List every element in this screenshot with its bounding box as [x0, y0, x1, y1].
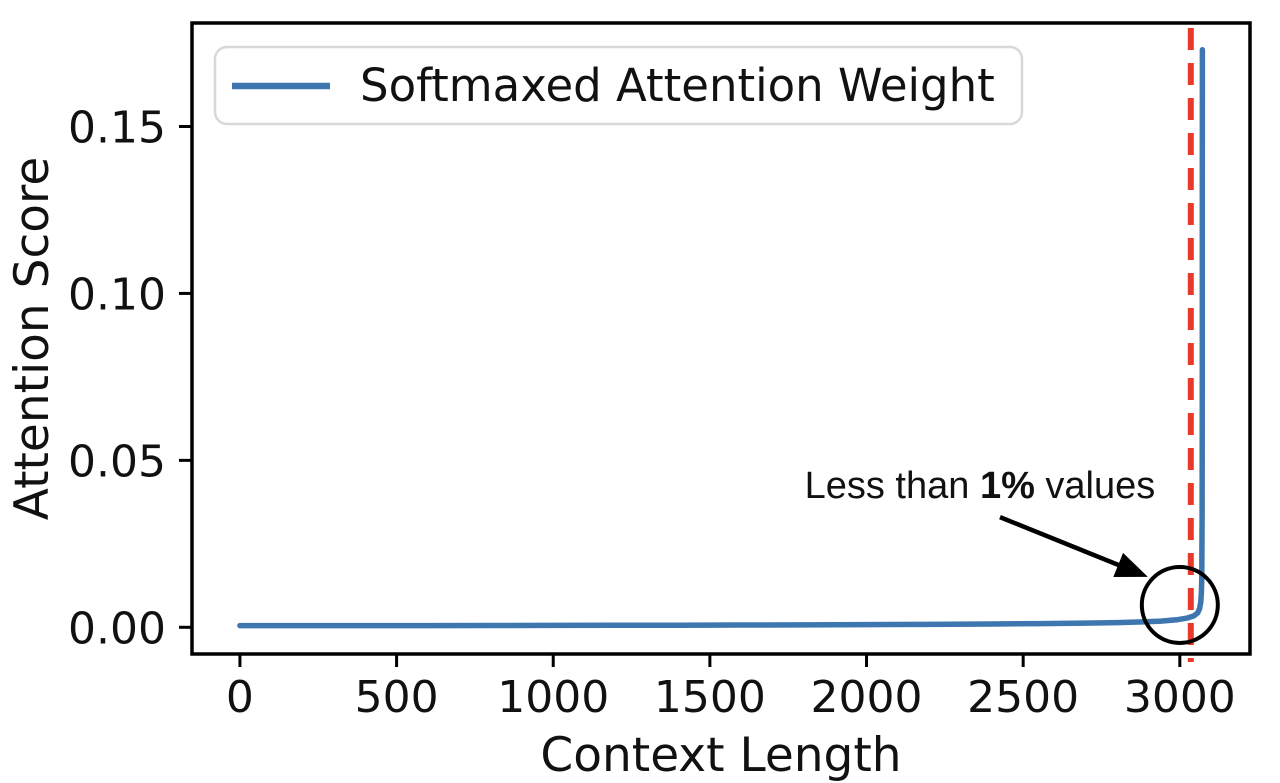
x-tick-label: 1500	[654, 672, 766, 723]
x-tick-label: 1000	[497, 672, 609, 723]
x-tick-label: 0	[226, 672, 254, 723]
y-tick-label: 0.15	[68, 102, 166, 153]
y-tick-label: 0.10	[68, 269, 166, 320]
plot-border	[190, 21, 1252, 656]
y-tick-label: 0.05	[68, 436, 166, 487]
legend-entry-label: Softmaxed Attention Weight	[360, 59, 995, 112]
legend: Softmaxed Attention Weight	[213, 45, 1024, 126]
annotation-text-suffix: values	[1035, 465, 1155, 507]
annotation-arrow-shaft	[999, 515, 1125, 570]
y-tick-label: 0.00	[68, 603, 166, 654]
annotation-text-bold: 1%	[980, 465, 1035, 507]
annotation-arrow-head-icon	[1113, 552, 1148, 577]
series-line	[237, 46, 1206, 629]
x-tick-label: 2500	[967, 672, 1079, 723]
annotation-group: Less than 1% values	[805, 465, 1220, 645]
annotation-highlight-circle	[1139, 564, 1220, 645]
legend-frame	[213, 45, 1024, 126]
x-tick-label: 500	[355, 672, 439, 723]
x-axis-label: Context Length	[540, 728, 901, 783]
series-layer	[237, 46, 1206, 629]
ticks-layer: 0 500 1000 1500 2000 2500 3000 0.00 0.05 0.10 0.15	[68, 102, 1236, 723]
annotation-text: Less than 1% values	[805, 465, 1156, 507]
annotation-text-prefix: Less than	[805, 465, 980, 507]
y-axis-label: Attention Score	[5, 157, 60, 521]
x-tick-label: 2000	[811, 672, 923, 723]
x-tick-label: 3000	[1124, 672, 1236, 723]
